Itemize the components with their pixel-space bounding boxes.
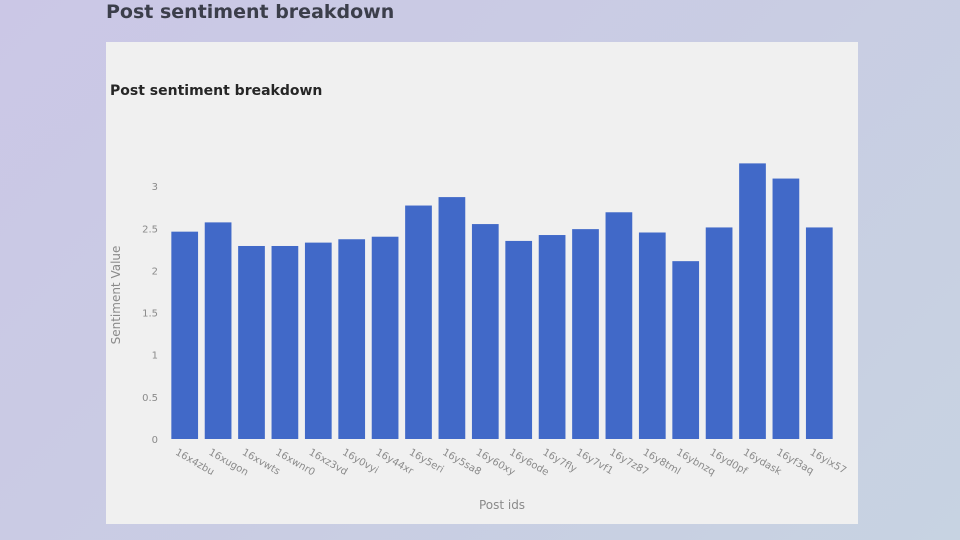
- chart-card: Post sentiment breakdown 0 0.5 1 1.5 2 2.5 3 1…: [106, 42, 858, 524]
- x-axis-ticks: 16x4zbu16xugon16xvwts16xwnr016xz3vd16y0v…: [173, 447, 848, 478]
- bar[interactable]: [271, 245, 299, 439]
- bars-group: [171, 163, 833, 440]
- bar[interactable]: [371, 236, 399, 439]
- bar[interactable]: [471, 224, 499, 439]
- y-tick-label: 3: [152, 182, 158, 193]
- y-axis-ticks: 0 0.5 1 1.5 2 2.5 3: [142, 182, 158, 446]
- sentiment-bar-chart: Post sentiment breakdown 0 0.5 1 1.5 2 2.5 3 1…: [109, 83, 848, 512]
- bar[interactable]: [805, 227, 833, 439]
- bar[interactable]: [304, 242, 332, 439]
- bar[interactable]: [405, 205, 432, 439]
- bar[interactable]: [605, 212, 633, 439]
- chart-title: Post sentiment breakdown: [110, 83, 322, 99]
- x-tick-label: 16yix57: [808, 447, 848, 477]
- y-tick-label: 1: [152, 351, 158, 362]
- bar[interactable]: [171, 231, 199, 439]
- x-tick-label: 16yf3aq: [774, 447, 815, 477]
- bar[interactable]: [238, 245, 265, 439]
- y-tick-label: 0.5: [142, 393, 158, 404]
- page-heading: Post sentiment breakdown: [106, 1, 395, 23]
- bar[interactable]: [572, 229, 599, 439]
- y-tick-label: 2: [152, 266, 158, 277]
- bar[interactable]: [672, 261, 700, 439]
- y-tick-label: 0: [152, 435, 158, 446]
- y-axis-title: Sentiment Value: [109, 246, 123, 345]
- bar[interactable]: [739, 163, 766, 439]
- bar[interactable]: [538, 235, 566, 439]
- y-tick-label: 1.5: [142, 309, 158, 320]
- bar[interactable]: [705, 227, 733, 439]
- x-tick-label: 16y7vf1: [574, 447, 615, 477]
- bar[interactable]: [438, 197, 466, 439]
- bar[interactable]: [772, 178, 800, 440]
- bar[interactable]: [338, 239, 366, 439]
- bar[interactable]: [204, 222, 232, 439]
- bar[interactable]: [505, 240, 533, 439]
- y-tick-label: 2.5: [142, 224, 158, 235]
- bar[interactable]: [638, 232, 666, 440]
- x-axis-title: Post ids: [479, 498, 525, 512]
